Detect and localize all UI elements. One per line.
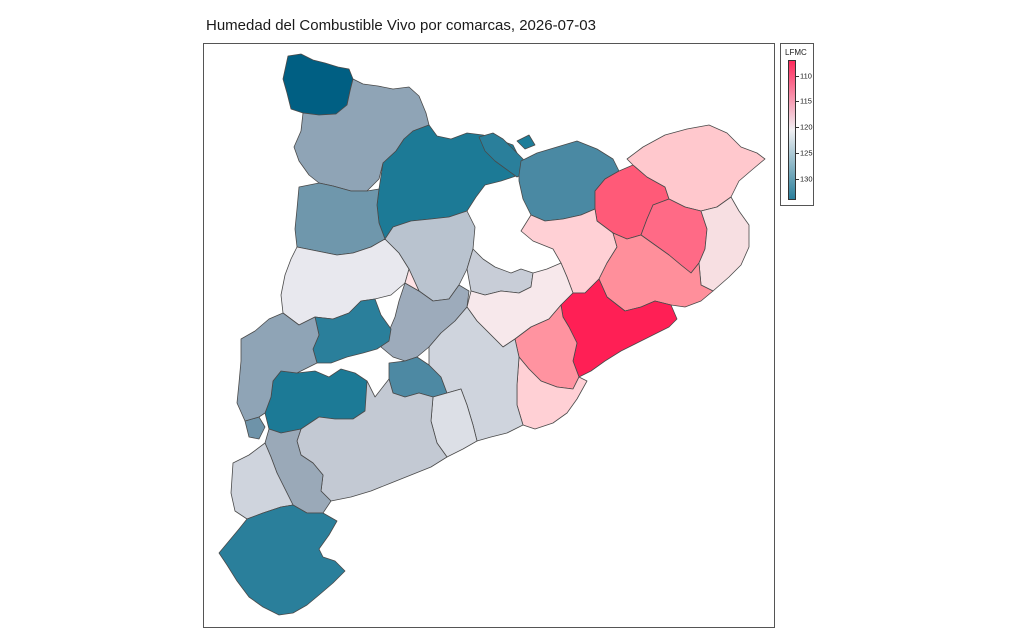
region-r06[interactable] [516,134,536,150]
legend-tick-label: 130 [800,174,813,184]
legend-tick [796,153,799,155]
region-r26[interactable] [428,306,524,442]
choropleth-map [218,53,766,616]
legend-title: LFMC [785,48,807,57]
legend-tick-label: 125 [800,148,813,158]
legend-color-bar [788,60,796,200]
region-r29[interactable] [296,378,448,502]
region-r32[interactable] [218,504,346,616]
region-r09[interactable] [626,124,766,212]
legend-tick [796,127,799,129]
region-r13[interactable] [384,210,476,302]
legend-tick [796,179,799,181]
legend-tick [796,75,799,77]
map-legend: LFMC 110 115 120 125 130 [780,43,814,206]
legend-tick-label: 120 [800,122,813,132]
region-r01[interactable] [282,53,354,116]
map-title: Humedad del Combustible Vivo por comarca… [206,17,596,34]
region-r16[interactable] [466,248,534,296]
map-panel [203,43,775,628]
region-r28[interactable] [236,312,320,422]
legend-tick-label: 115 [800,96,812,106]
region-r33[interactable] [404,268,420,292]
legend-tick [796,101,799,103]
region-r11[interactable] [698,196,750,292]
region-r05[interactable] [294,182,386,256]
legend-tick-label: 110 [800,71,812,81]
